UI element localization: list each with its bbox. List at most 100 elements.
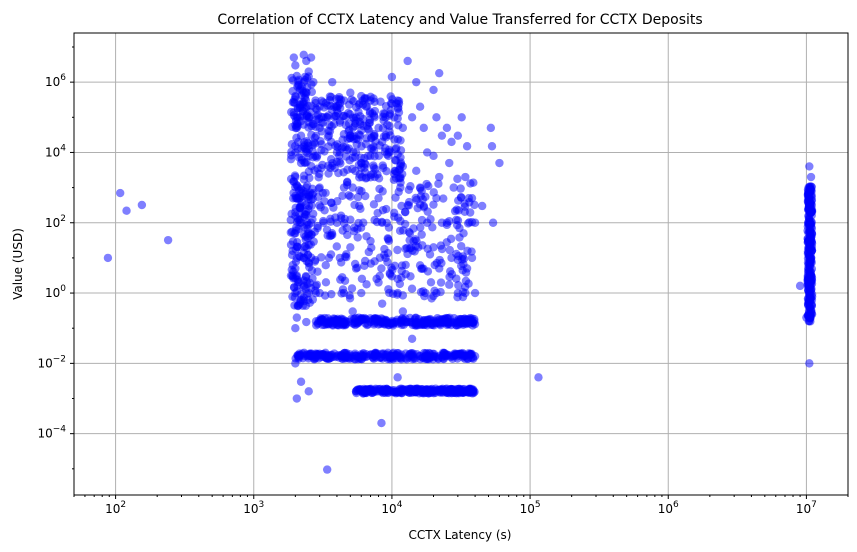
data-point — [419, 201, 428, 211]
data-point — [321, 278, 331, 287]
data-point — [321, 188, 330, 198]
data-point — [340, 219, 349, 228]
data-point — [382, 204, 391, 214]
data-point — [404, 185, 414, 194]
data-point — [416, 223, 425, 232]
data-point — [388, 265, 397, 274]
data-point — [371, 164, 380, 174]
data-point — [299, 253, 308, 263]
data-point — [421, 288, 430, 298]
data-point — [795, 281, 805, 291]
data-point — [351, 264, 361, 273]
data-point — [291, 61, 300, 70]
data-point — [435, 387, 444, 396]
y-tick-label: 104 — [45, 143, 66, 159]
data-point — [359, 351, 368, 361]
data-point — [450, 206, 460, 216]
data-point — [329, 203, 338, 212]
data-point — [376, 97, 385, 106]
data-point — [380, 318, 389, 327]
data-point — [357, 274, 367, 284]
data-point — [341, 143, 350, 152]
data-point — [393, 245, 402, 255]
data-point — [427, 294, 436, 303]
data-point — [311, 139, 320, 148]
data-point — [286, 240, 296, 249]
data-point — [300, 351, 310, 361]
data-point — [806, 278, 816, 287]
data-point — [417, 264, 427, 273]
data-point — [381, 113, 390, 122]
data-point — [343, 230, 352, 240]
data-point — [405, 350, 414, 359]
data-point — [296, 158, 306, 168]
data-point — [292, 253, 302, 263]
data-point — [432, 113, 441, 122]
data-point — [342, 250, 351, 259]
data-point — [325, 120, 334, 130]
data-point — [384, 285, 393, 294]
data-point — [412, 195, 421, 205]
data-point — [442, 123, 452, 133]
data-point — [453, 131, 463, 140]
data-point — [407, 284, 417, 293]
data-point — [461, 172, 470, 182]
data-point — [304, 67, 313, 76]
data-point — [319, 113, 328, 122]
data-point — [465, 208, 475, 217]
data-point — [417, 230, 426, 239]
data-point — [366, 96, 375, 105]
data-point — [495, 158, 504, 168]
data-point — [407, 113, 417, 122]
data-point — [362, 280, 371, 289]
data-point — [393, 96, 402, 105]
data-point — [805, 162, 814, 171]
data-point — [487, 142, 497, 151]
data-point — [294, 243, 303, 252]
data-point — [355, 317, 364, 327]
data-point — [424, 181, 433, 191]
data-point — [805, 218, 814, 227]
data-point — [339, 168, 348, 177]
data-point — [357, 158, 366, 168]
data-point — [477, 201, 487, 211]
data-point — [401, 270, 410, 279]
data-point — [439, 194, 448, 203]
data-point — [316, 203, 325, 212]
data-point — [374, 151, 384, 160]
x-axis-label: CCTX Latency (s) — [409, 528, 512, 542]
data-point — [387, 72, 397, 82]
data-point — [317, 253, 326, 262]
data-point — [314, 173, 323, 182]
data-point — [332, 242, 341, 251]
data-point — [366, 236, 375, 246]
data-point — [291, 172, 300, 182]
data-point — [304, 387, 313, 396]
data-point — [294, 81, 303, 90]
data-point — [403, 317, 412, 327]
data-point — [347, 284, 357, 293]
data-point — [319, 317, 328, 327]
data-point — [374, 193, 383, 203]
data-point — [415, 183, 425, 192]
data-point — [806, 172, 816, 182]
data-point — [351, 148, 361, 157]
data-point — [324, 253, 334, 263]
data-point — [435, 68, 444, 78]
data-point — [289, 53, 299, 62]
data-point — [338, 191, 347, 201]
data-point — [462, 264, 472, 273]
data-point — [462, 387, 472, 396]
data-point — [327, 228, 337, 238]
data-point — [344, 317, 353, 327]
data-point — [470, 288, 480, 298]
data-point — [303, 148, 312, 158]
data-point — [390, 166, 400, 176]
x-tick-label: 107 — [796, 500, 817, 516]
data-point — [304, 288, 313, 298]
data-point — [383, 120, 392, 129]
data-point — [447, 253, 456, 263]
data-point — [429, 243, 438, 252]
data-point — [459, 229, 468, 238]
data-point — [306, 351, 316, 361]
